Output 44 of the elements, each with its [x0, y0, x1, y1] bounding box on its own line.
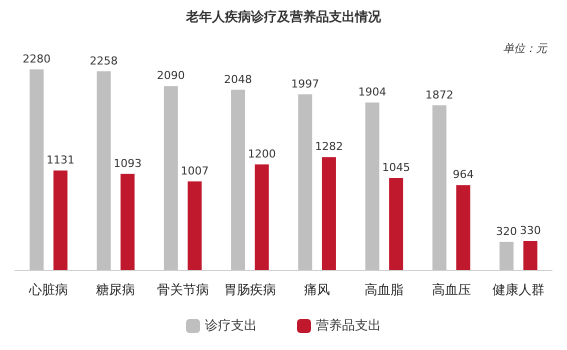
x-tick-label: 骨关节病	[156, 283, 209, 298]
data-label: 2048	[224, 72, 252, 86]
data-label: 1872	[425, 88, 454, 102]
x-tick-label: 痛风	[304, 283, 330, 298]
data-label: 1045	[382, 161, 410, 174]
bar	[120, 174, 135, 270]
bar	[30, 69, 44, 270]
bar	[231, 90, 246, 270]
data-label: 2090	[156, 69, 185, 82]
data-label: 2280	[22, 52, 51, 66]
bar	[96, 71, 111, 270]
data-label: 1131	[46, 153, 74, 166]
legend-label: 营养品支出	[316, 318, 381, 334]
chart-title: 老年人疾病诊疗及营养品支出情况	[185, 9, 382, 25]
data-label: 1282	[314, 140, 343, 154]
bar	[456, 185, 470, 270]
x-tick-label: 高血脂	[364, 282, 404, 298]
bar	[298, 94, 312, 270]
bar	[322, 157, 336, 270]
data-label: 2258	[90, 54, 118, 68]
x-tick-label: 健康人群	[492, 283, 544, 298]
data-label: 964	[452, 168, 474, 182]
x-tick-label: 糖尿病	[96, 283, 136, 298]
legend-label: 诊疗支出	[205, 318, 257, 334]
bar	[523, 240, 538, 270]
bar	[432, 105, 446, 270]
data-label: 320	[496, 224, 518, 238]
bar	[389, 178, 404, 270]
data-label: 330	[520, 224, 541, 237]
x-tick-label: 高血压	[432, 282, 471, 298]
data-label: 1904	[358, 85, 386, 98]
bar	[365, 102, 380, 270]
bar	[188, 181, 202, 270]
data-label: 1093	[114, 156, 142, 170]
data-label: 1007	[180, 164, 209, 178]
x-tick-label: 心脏病	[28, 282, 68, 298]
bar	[500, 242, 514, 270]
x-tick-label: 胃肠疾病	[224, 283, 276, 298]
bar	[164, 86, 178, 270]
data-label: 1200	[248, 147, 276, 160]
text: 单位：元	[503, 42, 548, 55]
bar	[254, 164, 269, 270]
bar	[53, 170, 68, 270]
data-label: 1997	[291, 77, 320, 90]
